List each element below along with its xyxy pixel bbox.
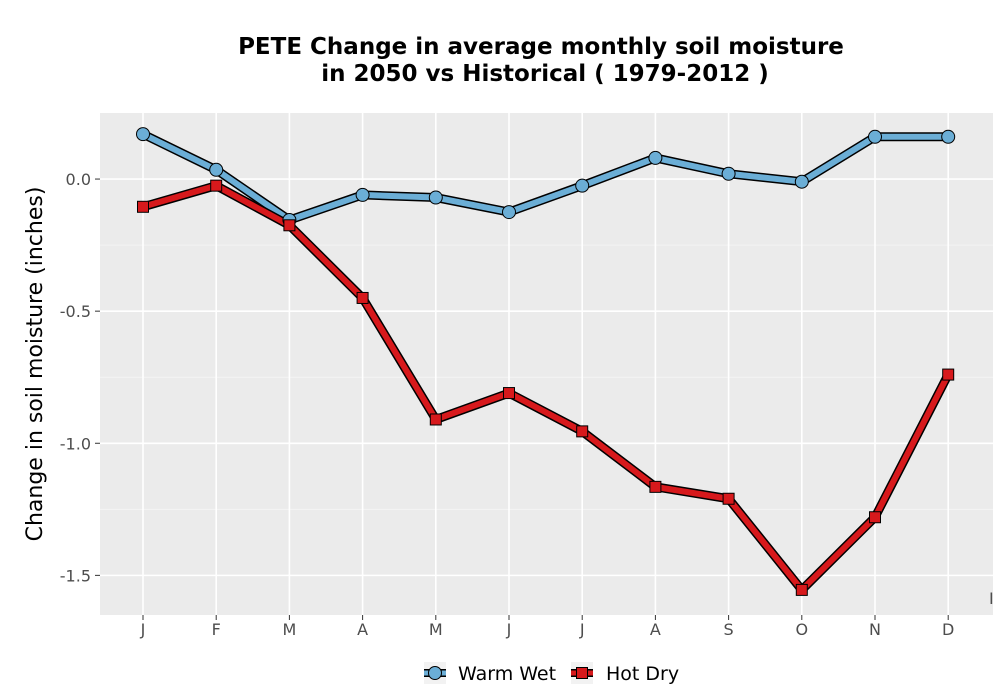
y-tick-label-2: -1.0 [60,434,91,453]
y-tick-label-0: 0.0 [66,170,91,189]
point-0-9 [794,174,809,189]
x-tick-label-2: M [282,620,296,639]
grid-minor [100,244,993,510]
x-tick-label-0: J [140,620,146,639]
point-0-7 [648,150,663,165]
stray-tick-label: I [989,589,994,608]
point-1-10 [869,511,881,524]
y-tick-label-3: -1.5 [60,566,91,585]
x-tick-label-8: S [724,620,734,639]
x-tick-label-10: N [869,620,881,639]
point-0-11 [941,129,956,144]
point-0-8 [721,166,736,181]
point-1-7 [649,480,662,493]
x-tick-label-6: J [579,620,585,639]
point-1-1 [210,179,223,192]
x-tick-label-1: F [212,620,221,639]
point-0-3 [355,187,370,202]
point-1-6 [576,425,589,438]
point-1-11 [942,368,955,381]
point-0-6 [575,178,590,193]
series-layer [136,127,956,596]
legend-label-1: Hot Dry [606,663,679,685]
plot-panel [100,113,993,615]
point-0-10 [868,129,882,144]
point-0-4 [428,190,443,205]
legend-marker-0 [428,666,442,680]
series-line-1 [140,182,952,593]
series-line-0 [140,131,952,224]
point-1-0 [137,200,149,213]
point-1-3 [356,291,369,304]
y-tick-label-1: -0.5 [60,302,91,321]
x-tick-label-4: M [429,620,443,639]
legend-label-0: Warm Wet [458,663,556,685]
point-1-2 [283,219,296,232]
y-axis-ticks: 0.0 -0.5 -1.0 -1.5 [60,170,100,585]
point-1-4 [429,413,442,426]
chart-title-line-2: in 2050 vs Historical ( 1979-2012 ) [321,61,768,87]
legend: Warm Wet Hot Dry [424,662,679,685]
x-tick-label-3: A [357,620,368,639]
y-axis-title: Change in soil moisture (inches) [23,187,48,542]
x-tick-label-7: A [650,620,661,639]
x-tick-label-9: O [796,620,809,639]
x-tick-label-11: D [942,620,954,639]
point-0-0 [136,127,150,142]
chart-title-line-1: PETE Change in average monthly soil mois… [238,34,844,60]
point-0-1 [209,162,224,177]
x-tick-label-5: J [506,620,512,639]
point-0-5 [502,205,516,220]
point-1-8 [722,492,735,505]
legend-marker-1 [576,667,588,679]
point-1-9 [795,583,808,596]
point-1-5 [503,387,515,400]
